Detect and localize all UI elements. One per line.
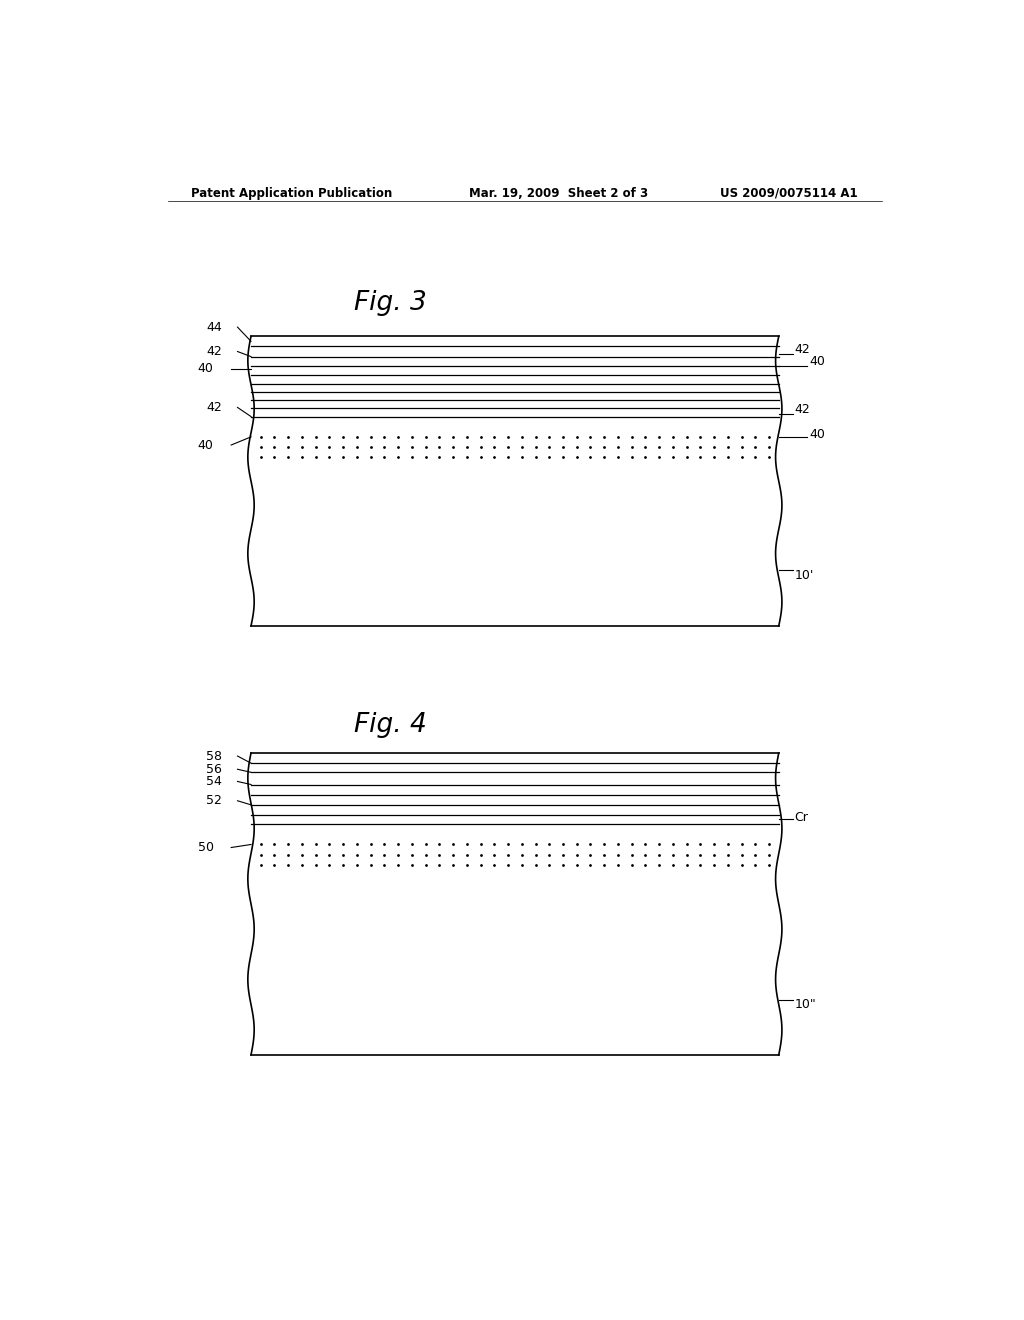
Bar (251, 752, 778, 1055)
Text: 44: 44 (206, 321, 221, 334)
Text: 54: 54 (206, 775, 221, 788)
Text: Cr: Cr (795, 810, 809, 824)
Text: 50: 50 (198, 841, 214, 854)
Text: 42: 42 (795, 403, 810, 416)
Text: 40: 40 (198, 438, 214, 451)
Text: 56: 56 (206, 763, 221, 776)
Text: 40: 40 (198, 362, 214, 375)
Text: 10': 10' (795, 569, 814, 582)
Text: Mar. 19, 2009  Sheet 2 of 3: Mar. 19, 2009 Sheet 2 of 3 (469, 187, 648, 199)
Text: 42: 42 (206, 401, 221, 414)
Text: Patent Application Publication: Patent Application Publication (191, 187, 393, 199)
Text: 40: 40 (809, 429, 824, 441)
Text: US 2009/0075114 A1: US 2009/0075114 A1 (721, 187, 858, 199)
Text: 52: 52 (206, 795, 221, 808)
Bar (251, 337, 778, 626)
Text: 10": 10" (795, 998, 816, 1011)
Text: 40: 40 (809, 355, 824, 368)
Text: 42: 42 (795, 343, 810, 356)
Text: 58: 58 (206, 750, 221, 763)
Text: Fig. 3: Fig. 3 (354, 290, 427, 315)
Text: Fig. 4: Fig. 4 (354, 711, 427, 738)
Text: 42: 42 (206, 345, 221, 358)
